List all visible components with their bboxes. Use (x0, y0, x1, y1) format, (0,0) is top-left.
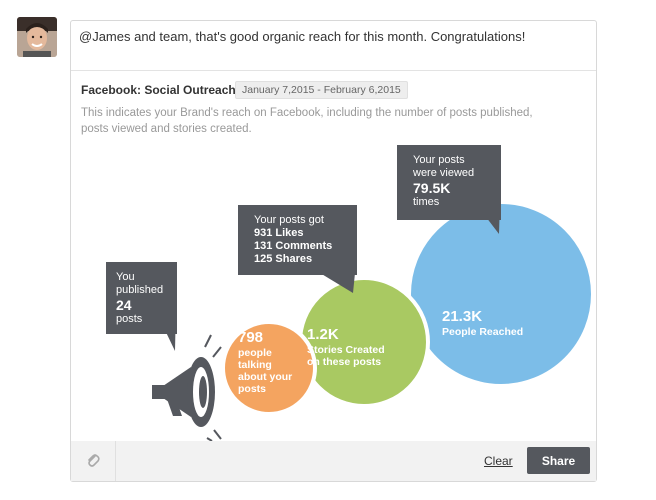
post-card: @James and team, that's good organic rea… (70, 20, 597, 482)
views-line1: Your posts (413, 154, 465, 166)
date-range-badge: January 7,2015 - February 6,2015 (235, 81, 408, 99)
people-reached-circle (407, 200, 595, 388)
engagement-comments: 131 Comments (254, 240, 333, 252)
avatar (17, 17, 57, 57)
views-line2: were viewed (413, 167, 475, 179)
published-value: 24 (116, 297, 132, 313)
report-description: This indicates your Brand's reach on Fac… (81, 107, 533, 135)
stories-label1: Stories Created (307, 344, 385, 356)
stories-value: 1.2K (307, 326, 339, 343)
engagement-bubble-tail (320, 273, 355, 293)
composer-footer: Clear Share (71, 441, 596, 481)
shared-report-card: Facebook: Social Outreach January 7,2015… (71, 70, 596, 442)
talking-value: 798 (238, 329, 264, 346)
talking-label2: talking (238, 359, 272, 371)
engagement-likes: 931 Likes (254, 227, 304, 239)
reached-circle-label: 21.3K People Reached (442, 308, 523, 338)
talking-circle-label: 798 people talking about your posts (238, 329, 292, 395)
outreach-infographic (152, 200, 595, 441)
published-line2: published (116, 284, 164, 296)
share-button[interactable]: Share (527, 447, 590, 474)
engagement-line1: Your posts got (254, 214, 324, 226)
reached-value: 21.3K (442, 308, 483, 325)
paperclip-icon (88, 454, 100, 467)
published-bubble: You published 24 posts (106, 262, 177, 334)
engagement-shares: 125 Shares (254, 253, 313, 265)
clear-button[interactable]: Clear (484, 454, 513, 468)
talking-label1: people (238, 347, 272, 359)
published-line3: posts (116, 313, 143, 325)
megaphone-icon (152, 334, 222, 441)
people-talking-circle (221, 320, 317, 416)
views-bubble: Your posts were viewed 79.5K times (397, 145, 501, 220)
stories-circle-label: 1.2K Stories Created on these posts (307, 326, 385, 368)
attach-button[interactable] (71, 441, 116, 481)
views-value: 79.5K (413, 180, 451, 196)
published-line1: You (116, 271, 135, 283)
post-message[interactable]: @James and team, that's good organic rea… (79, 29, 526, 44)
talking-label3: about your (238, 371, 293, 383)
views-line3: times (413, 196, 440, 208)
stories-label2: on these posts (307, 356, 382, 368)
reached-label1: People Reached (442, 326, 524, 338)
engagement-bubble: Your posts got 931 Likes 131 Comments 12… (238, 205, 357, 275)
talking-label4: posts (238, 383, 267, 395)
report-title: Facebook: Social Outreach (81, 83, 236, 97)
